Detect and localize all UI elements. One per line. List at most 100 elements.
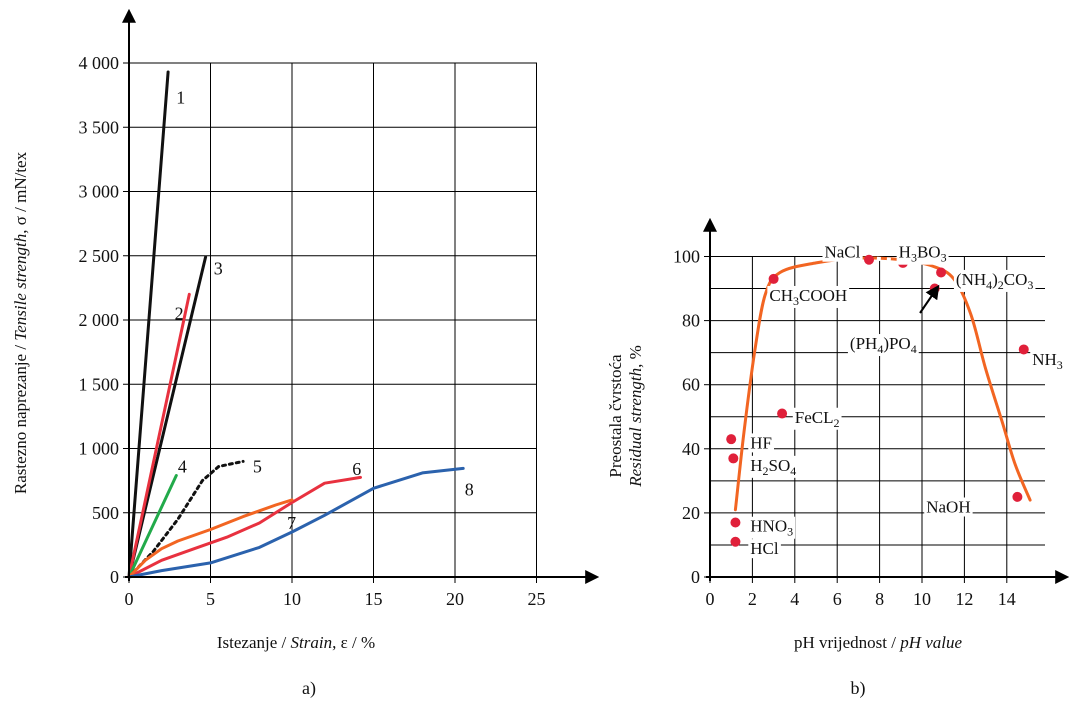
chart-b-label-backdrop-5 — [767, 285, 850, 308]
chart-b-label-backdrop-8 — [953, 269, 1036, 292]
chart-b-point-8 — [929, 283, 940, 294]
chart-a-x-tick-3: 15 — [365, 589, 383, 609]
chart-a-grid — [129, 62, 537, 577]
chart-a-series-5 — [127, 459, 245, 579]
chart-b-y-tick-1: 20 — [682, 503, 700, 523]
chart-a-y-tick-4: 2 000 — [79, 310, 120, 330]
chart-a-y-tick-3: 1 500 — [79, 374, 120, 394]
chart-b-point-10 — [1018, 344, 1029, 355]
chart-b-point-5 — [768, 273, 779, 284]
chart-a-series-4 — [127, 474, 178, 579]
chart-b-label-8: (NH4)2CO3 — [956, 270, 1034, 292]
chart-a-series-labels: 1 3 2 4 5 6 7 8 — [175, 88, 474, 533]
chart-b-label-2: H2SO4 — [750, 456, 796, 478]
chart-a-series-label-5: 5 — [253, 456, 262, 476]
chart-b-point-6 — [864, 254, 874, 265]
chart-b-label-11: NaOH — [926, 497, 970, 516]
chart-b-x-tick-7: 14 — [998, 589, 1016, 609]
chart-b-label-backdrop-10 — [1030, 350, 1065, 373]
chart-a-series-2 — [127, 292, 191, 579]
chart-b-label-backdrop-1 — [748, 516, 796, 539]
chart-b-caption: b) — [851, 678, 866, 699]
chart-b-label-10: NH3 — [1032, 350, 1063, 372]
chart-b-label-1: HNO3 — [750, 517, 793, 539]
chart-a-x-tick-4: 20 — [446, 589, 464, 609]
chart-a-axes — [122, 8, 600, 584]
chart-b-x-tick-4: 8 — [875, 589, 884, 609]
chart-b-label-backdrop-4 — [792, 407, 842, 430]
chart-b-y-axis-label-line1: Preostala čvrstoća — [606, 354, 625, 478]
chart-b-label-backdrop-2 — [748, 455, 799, 478]
chart-b-y-tick-4: 80 — [682, 311, 700, 331]
chart-a-y-tick-labels: 0 500 1 000 1 500 2 000 2 500 3 000 3 500 4 000 — [79, 53, 129, 587]
chart-b-y-tick-labels: 0 20 40 60 80 100 — [673, 247, 710, 587]
chart-b-label-backdrop-7 — [896, 242, 949, 265]
chart-b-label-backdrop-6 — [822, 242, 863, 262]
chart-a-series-8 — [127, 466, 465, 579]
chart-b-x-axis-label: pH vrijednost / pH value — [794, 633, 963, 652]
chart-a-x-tick-1: 5 — [206, 589, 215, 609]
chart-b-point-3 — [726, 434, 737, 445]
chart-a-y-tick-7: 3 500 — [79, 117, 120, 137]
chart-a-series-label-6: 6 — [352, 459, 361, 479]
chart-a-y-tick-1: 500 — [92, 503, 119, 523]
chart-b-label-backdrop-11 — [924, 497, 973, 517]
chart-a-y-tick-0: 0 — [110, 567, 119, 587]
chart-a-x-tick-5: 25 — [528, 589, 546, 609]
chart-b-y-tick-2: 40 — [682, 439, 700, 459]
chart-a-series-label-1: 1 — [176, 88, 185, 108]
chart-b-y-tick-5: 100 — [673, 247, 700, 267]
chart-b-label-9: (PH4)PO4 — [850, 334, 917, 356]
chart-a-x-tick-2: 10 — [283, 589, 301, 609]
ph4po4-pointer-arrow — [919, 284, 940, 314]
chart-b-point-9 — [936, 267, 947, 278]
chart-a-x-axis-label: Istezanje / Strain, ε / % — [217, 633, 375, 652]
chart-b-point-4 — [777, 408, 788, 419]
chart-b-x-tick-5: 10 — [913, 589, 931, 609]
chart-a-caption: a) — [302, 678, 316, 699]
chart-a-y-tick-6: 3 000 — [79, 182, 120, 202]
chart-a-y-tick-5: 2 500 — [79, 246, 120, 266]
chart-a-series-6 — [127, 475, 362, 579]
chart-a-y-tick-2: 1 000 — [79, 439, 120, 459]
chart-b-x-tick-0: 0 — [706, 589, 715, 609]
chart-b-x-tick-6: 12 — [955, 589, 973, 609]
chart-a-series-label-2: 2 — [175, 304, 184, 324]
chart-b-point-0 — [730, 536, 741, 547]
chart-b-y-tick-0: 0 — [691, 567, 700, 587]
chart-a-series-label-7: 7 — [287, 513, 296, 533]
chart-b-label-4: FeCL2 — [795, 408, 840, 430]
chart-b-x-tick-1: 2 — [748, 589, 757, 609]
chart-b-y-axis-label-line2: Residual strength, % — [626, 345, 645, 488]
chart-a-series-1 — [127, 70, 170, 579]
chart-a-series-label-3: 3 — [214, 259, 223, 279]
chart-a-series-label-4: 4 — [178, 456, 187, 476]
chart-b-point-1 — [730, 517, 741, 528]
chart-b-label-backdrop-3 — [748, 433, 775, 453]
chart-b-label-3: HF — [750, 433, 772, 452]
chart-b-label-backdrop-0 — [748, 539, 781, 559]
chart-a-series-label-8: 8 — [465, 480, 474, 500]
chart-a-x-tick-0: 0 — [125, 589, 134, 609]
chart-a-y-axis-label: Rastezno naprezanje / Tensile strength, … — [11, 151, 30, 494]
chart-a-series-7 — [127, 498, 294, 579]
chart-b-label-7: H3BO3 — [899, 243, 947, 265]
chart-b-y-tick-3: 60 — [682, 375, 700, 395]
chart-a-series — [127, 70, 465, 579]
chart-b-x-tick-3: 6 — [833, 589, 842, 609]
chart-b-label-6: NaCl — [824, 243, 860, 262]
chart-b-x-tick-labels: 0 2 4 6 8 10 12 14 — [706, 577, 1016, 609]
chart-a-y-tick-8: 4 000 — [79, 53, 120, 73]
chart-b-point-11 — [1012, 491, 1023, 502]
chart-b-label-5: CH3COOH — [769, 286, 847, 308]
chart-b-label-backdrop-9 — [847, 334, 919, 357]
chart-b-point-2 — [728, 453, 739, 464]
chart-b-x-tick-2: 4 — [790, 589, 799, 609]
chart-b-axes — [703, 217, 1070, 584]
chart-a-x-tick-labels: 0 5 10 15 20 25 — [125, 577, 546, 609]
chart-b-label-0: HCl — [750, 539, 779, 558]
